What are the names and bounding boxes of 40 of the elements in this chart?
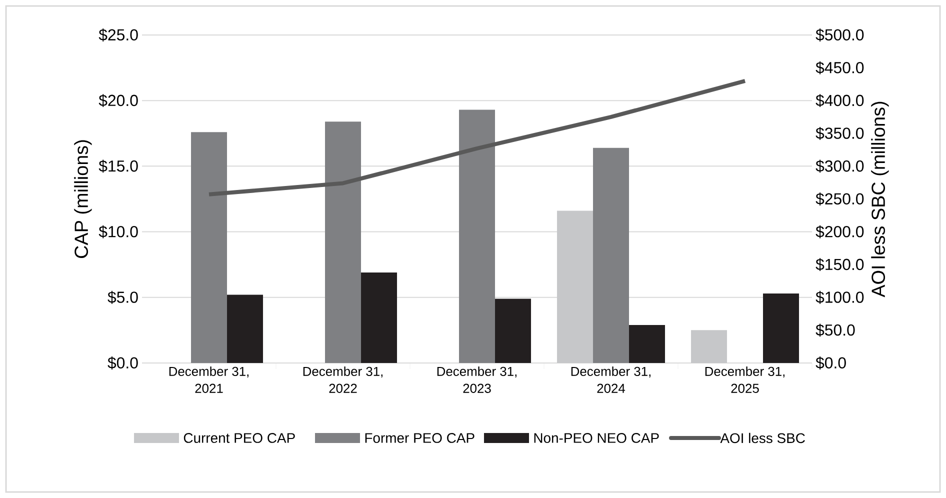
y2-axis-title: AOI less SBC (millions)	[871, 102, 889, 298]
y2-tick-label: $250.0	[816, 192, 864, 206]
x-tick-label: December 31, 2025	[705, 366, 784, 393]
line-series	[207, 78, 748, 196]
bar	[361, 272, 398, 363]
x-tick-label: December 31, 2024	[571, 366, 650, 393]
y2-tick-label: $500.0	[816, 28, 864, 42]
bar	[629, 324, 666, 363]
y-tick-label: $25.0	[98, 28, 138, 42]
legend-label: AOI less SBC	[720, 432, 805, 444]
bar	[763, 293, 800, 363]
y-tick-label: $0.0	[108, 356, 138, 370]
x-tick-label: December 31, 2023	[437, 366, 516, 393]
bar	[691, 330, 728, 363]
y2-tick-label: $300.0	[816, 160, 864, 173]
y-tick-label: $5.0	[108, 290, 138, 304]
bar	[557, 210, 594, 363]
legend-label: Former PEO CAP	[365, 433, 474, 443]
legend-label: Non-PEO NEO CAP	[534, 433, 659, 443]
y-tick-label: $20.0	[98, 94, 138, 108]
bar	[227, 294, 264, 363]
y-tick-label: $15.0	[98, 160, 138, 173]
y2-tick-label: $150.0	[816, 258, 864, 272]
y2-tick-label: $350.0	[816, 126, 864, 140]
bar	[459, 110, 496, 363]
x-tick-label: December 31, 2022	[303, 366, 382, 393]
y2-tick-label: $400.0	[816, 94, 864, 108]
y2-tick-label: $200.0	[816, 225, 864, 238]
y2-tick-label: $450.0	[816, 61, 864, 74]
y2-tick-label: $50.0	[816, 324, 855, 337]
bar	[495, 298, 532, 363]
bar	[593, 148, 630, 363]
bar	[191, 132, 228, 363]
bar	[325, 122, 362, 363]
x-tick-label: December 31, 2021	[169, 366, 248, 393]
legend-label: Current PEO CAP	[184, 433, 295, 443]
y-tick-label: $10.0	[98, 225, 138, 238]
y2-tick-label: $0.0	[816, 356, 846, 370]
y-axis-title: CAP (millions)	[74, 140, 92, 258]
y2-tick-label: $100.0	[816, 290, 864, 304]
